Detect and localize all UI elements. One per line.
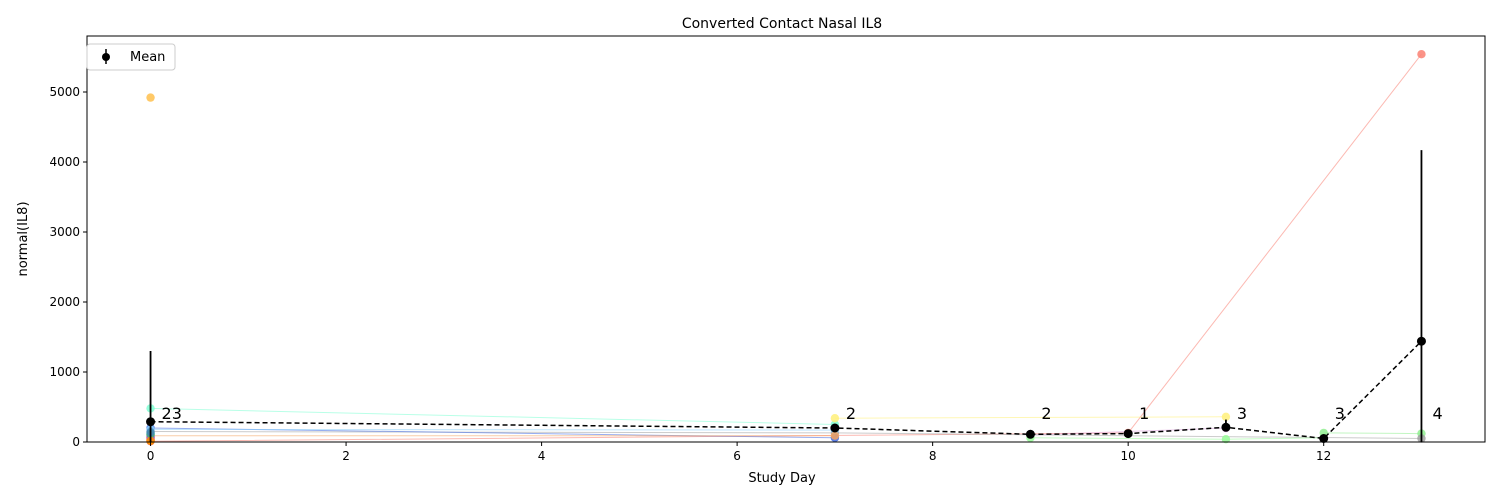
count-label-6: 4 xyxy=(1432,404,1442,423)
x-tick-label-2: 2 xyxy=(342,449,350,463)
legend: Mean xyxy=(86,43,176,71)
y-tick-label-5000: 5000 xyxy=(49,85,80,99)
subject-line-3 xyxy=(834,416,1226,419)
y-axis-label: normal(IL8) xyxy=(16,201,31,276)
subject-point-3-0 xyxy=(830,414,840,423)
y-tick-label-3000: 3000 xyxy=(49,225,80,239)
count-label-1: 2 xyxy=(846,404,856,423)
mean-point-1 xyxy=(830,423,840,433)
chart-title: Converted Contact Nasal IL8 xyxy=(682,16,882,32)
count-label-4: 3 xyxy=(1237,404,1247,423)
legend-label-mean: Mean xyxy=(130,50,165,65)
count-label-2: 2 xyxy=(1041,404,1051,423)
count-labels-group: 23 2 2 1 3 3 4 xyxy=(162,404,1443,423)
x-tick-label-10: 10 xyxy=(1121,449,1136,463)
subject-point-0-2 xyxy=(1417,50,1426,59)
subject-point-9-1 xyxy=(830,431,840,440)
mean-point-3 xyxy=(1123,429,1133,439)
y-tick-label-2000: 2000 xyxy=(49,295,80,309)
mean-point-4 xyxy=(1221,422,1231,432)
subject-line-8 xyxy=(150,428,835,431)
mean-point-6 xyxy=(1416,336,1426,346)
x-axis: 0 2 4 6 8 10 12 xyxy=(147,442,1331,463)
y-tick-label-0: 0 xyxy=(72,435,80,449)
count-label-0: 23 xyxy=(162,404,182,423)
subject-point-1-0 xyxy=(146,93,155,102)
y-axis: 0 1000 2000 3000 4000 5000 xyxy=(49,85,87,449)
legend-marker-icon xyxy=(102,53,110,61)
subject-point-10-1 xyxy=(1221,435,1231,444)
legend-box xyxy=(86,43,176,71)
plot-frame xyxy=(86,35,1486,443)
y-tick-label-1000: 1000 xyxy=(49,365,80,379)
mean-point-0 xyxy=(146,417,156,427)
subject-line-4 xyxy=(1323,432,1422,435)
x-axis-label: Study Day xyxy=(748,471,816,486)
subject-line-2 xyxy=(150,407,835,425)
mean-point-5 xyxy=(1319,434,1329,443)
mean-point-2 xyxy=(1025,429,1035,439)
y-tick-label-4000: 4000 xyxy=(49,155,80,169)
count-label-5: 3 xyxy=(1335,404,1345,423)
x-tick-label-0: 0 xyxy=(147,449,155,463)
x-tick-label-6: 6 xyxy=(733,449,741,463)
plot-area xyxy=(87,36,1485,442)
x-tick-label-8: 8 xyxy=(929,449,937,463)
mean-series-group xyxy=(146,150,1426,443)
x-tick-label-4: 4 xyxy=(538,449,546,463)
x-tick-label-12: 12 xyxy=(1316,449,1331,463)
count-label-3: 1 xyxy=(1139,404,1149,423)
subject-point-3-1 xyxy=(1221,412,1231,421)
